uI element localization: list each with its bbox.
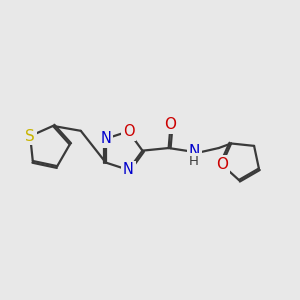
Text: N: N xyxy=(100,131,111,146)
Text: O: O xyxy=(164,117,176,132)
Text: N: N xyxy=(123,162,134,177)
Text: N: N xyxy=(188,145,200,160)
Text: S: S xyxy=(25,129,35,144)
Text: O: O xyxy=(216,157,228,172)
Text: H: H xyxy=(189,154,199,168)
Text: O: O xyxy=(123,124,134,139)
